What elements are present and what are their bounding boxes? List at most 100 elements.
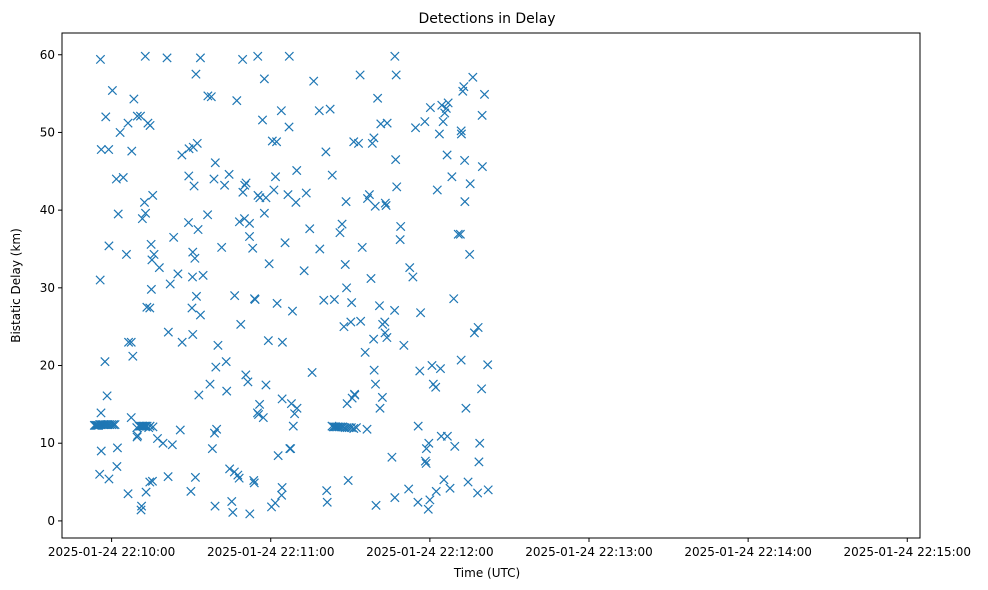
data-point bbox=[391, 70, 401, 80]
data-point bbox=[259, 208, 269, 218]
data-point bbox=[277, 394, 287, 404]
data-point bbox=[287, 306, 298, 316]
data-point bbox=[321, 147, 331, 157]
data-point bbox=[126, 412, 136, 423]
data-point bbox=[110, 419, 120, 430]
x-tick-label: 2025-01-24 22:14:00 bbox=[684, 545, 811, 559]
data-point bbox=[273, 451, 283, 461]
data-point bbox=[115, 127, 125, 138]
data-point bbox=[148, 190, 158, 201]
data-point bbox=[213, 340, 223, 350]
data-point bbox=[415, 366, 425, 376]
data-point bbox=[319, 295, 329, 305]
data-point bbox=[468, 72, 478, 82]
data-point bbox=[327, 170, 337, 180]
data-point bbox=[163, 327, 173, 337]
data-point bbox=[371, 500, 381, 510]
data-point bbox=[266, 502, 277, 512]
data-point bbox=[305, 224, 315, 234]
data-point bbox=[141, 487, 151, 497]
data-point bbox=[389, 305, 400, 315]
data-point bbox=[147, 476, 158, 486]
x-tick-label: 2025-01-24 22:13:00 bbox=[525, 545, 652, 559]
data-point bbox=[445, 483, 455, 493]
data-point bbox=[380, 317, 390, 327]
data-point bbox=[193, 224, 203, 235]
data-point bbox=[435, 364, 446, 374]
data-point bbox=[136, 505, 146, 515]
data-point bbox=[370, 201, 380, 211]
data-point bbox=[314, 106, 324, 116]
data-point bbox=[421, 444, 432, 454]
data-point bbox=[449, 294, 459, 304]
data-point bbox=[423, 504, 433, 514]
data-point bbox=[264, 259, 274, 269]
data-point bbox=[253, 51, 263, 61]
data-point bbox=[399, 340, 409, 350]
data-point bbox=[456, 129, 467, 139]
data-point bbox=[392, 182, 402, 192]
data-point bbox=[249, 475, 259, 486]
data-point bbox=[259, 74, 269, 84]
data-point bbox=[341, 283, 352, 293]
data-point bbox=[438, 116, 448, 127]
y-tick-label: 50 bbox=[40, 125, 55, 139]
data-point bbox=[96, 408, 106, 418]
data-point bbox=[425, 495, 435, 505]
data-point bbox=[189, 181, 199, 191]
data-point bbox=[277, 337, 288, 347]
data-point bbox=[123, 118, 133, 128]
data-point bbox=[210, 158, 220, 168]
data-point bbox=[404, 484, 414, 494]
data-point bbox=[113, 209, 123, 219]
data-point bbox=[342, 398, 352, 409]
data-point bbox=[455, 229, 465, 239]
data-point bbox=[391, 155, 401, 165]
data-point bbox=[177, 150, 187, 160]
data-points bbox=[89, 51, 493, 519]
data-point bbox=[380, 198, 390, 208]
data-point bbox=[243, 377, 253, 387]
data-point bbox=[96, 446, 106, 456]
data-point bbox=[237, 54, 248, 65]
data-point bbox=[483, 360, 493, 370]
data-point bbox=[207, 444, 218, 454]
data-point bbox=[390, 51, 400, 61]
data-point bbox=[339, 322, 349, 332]
data-point bbox=[147, 255, 157, 265]
data-point bbox=[431, 382, 441, 392]
data-point bbox=[456, 355, 466, 365]
data-point bbox=[142, 302, 152, 312]
data-point bbox=[441, 103, 451, 113]
data-point bbox=[192, 138, 202, 148]
data-point bbox=[254, 399, 265, 409]
data-point bbox=[206, 92, 216, 102]
data-point bbox=[424, 438, 434, 448]
data-point bbox=[129, 94, 139, 104]
data-point bbox=[413, 421, 423, 431]
data-point bbox=[341, 196, 351, 207]
data-point bbox=[450, 441, 460, 451]
data-point bbox=[173, 269, 183, 279]
data-point bbox=[367, 138, 377, 148]
data-point bbox=[437, 100, 447, 110]
data-point bbox=[377, 392, 388, 403]
data-point bbox=[253, 190, 263, 201]
data-point bbox=[205, 379, 215, 389]
data-point bbox=[473, 322, 483, 333]
data-point bbox=[432, 185, 442, 195]
data-point bbox=[95, 54, 106, 65]
data-point bbox=[106, 419, 117, 430]
data-point bbox=[415, 308, 426, 318]
data-point bbox=[410, 123, 421, 133]
data-point bbox=[431, 486, 441, 497]
data-point bbox=[146, 239, 156, 249]
data-point bbox=[195, 53, 206, 63]
data-point bbox=[209, 174, 219, 184]
data-point bbox=[420, 456, 430, 466]
data-point bbox=[104, 241, 114, 251]
y-tick-label: 60 bbox=[40, 48, 55, 62]
data-point bbox=[145, 303, 155, 313]
data-point bbox=[190, 472, 201, 483]
y-tick-label: 0 bbox=[47, 514, 55, 528]
